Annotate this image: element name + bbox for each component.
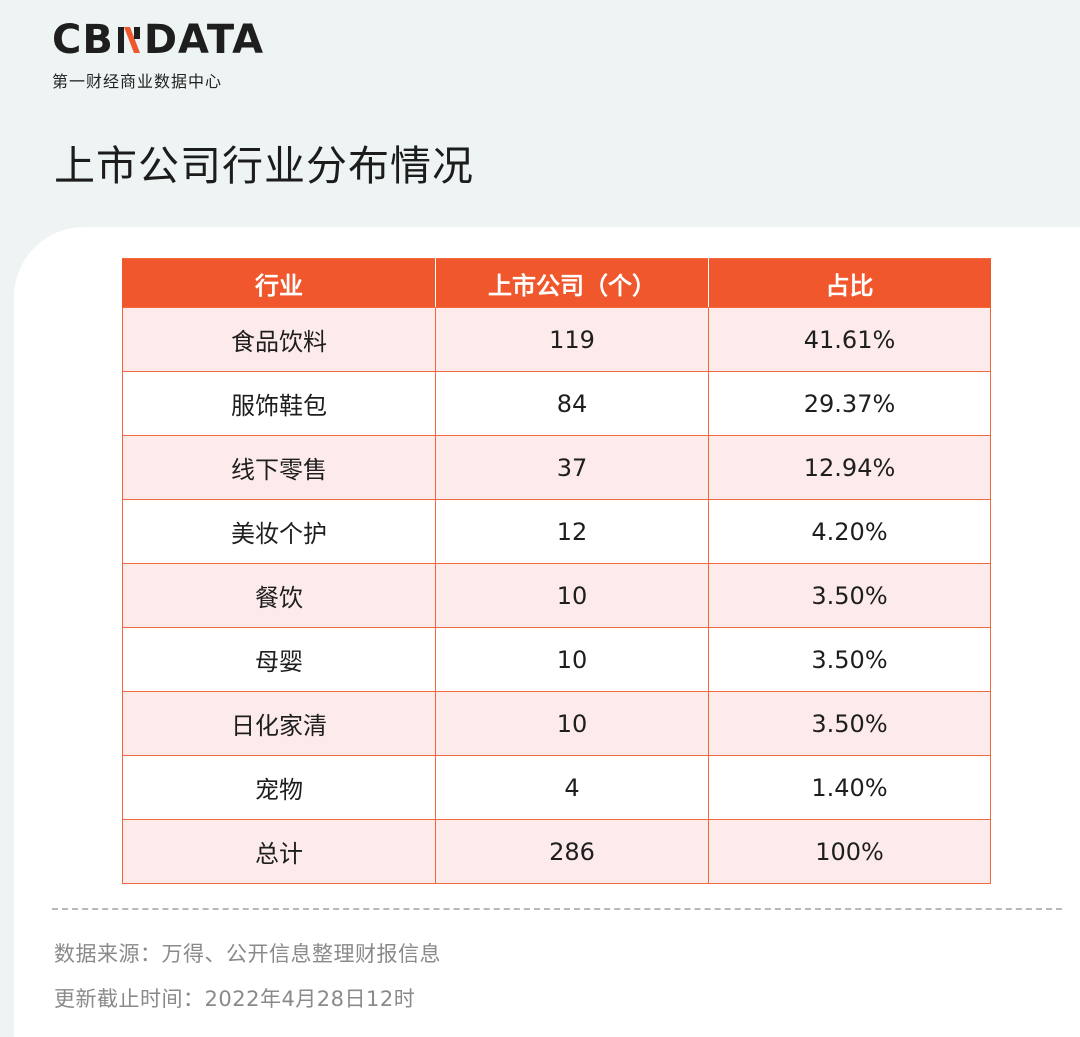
update-time-note: 更新截止时间：2022年4月28日12时 (54, 987, 416, 1011)
brand-subtitle: 第一财经商业数据中心 (52, 72, 223, 91)
cell-share: 1.40% (708, 755, 991, 820)
brand-name-left: CB (52, 17, 114, 63)
cell-share: 12.94% (708, 435, 991, 500)
cell-count: 84 (435, 371, 710, 436)
brand-mark-icon (117, 27, 140, 53)
table-total-row: 总计 286 100% (121, 819, 991, 884)
cell-count: 119 (435, 307, 710, 372)
cell-count: 286 (435, 819, 710, 884)
cell-count: 10 (435, 563, 710, 628)
cell-share: 3.50% (708, 627, 991, 692)
table-row: 日化家清 10 3.50% (121, 691, 991, 756)
table-row: 母婴 10 3.50% (121, 627, 991, 692)
cell-count: 10 (435, 691, 710, 756)
data-source-note: 数据来源：万得、公开信息整理财报信息 (54, 942, 441, 966)
cell-industry: 宠物 (121, 755, 437, 820)
cell-share: 29.37% (708, 371, 991, 436)
cell-industry: 美妆个护 (121, 499, 437, 564)
cell-industry: 食品饮料 (121, 307, 437, 372)
cell-industry: 线下零售 (121, 435, 437, 500)
page-title: 上市公司行业分布情况 (54, 142, 474, 190)
industry-table: 行业 上市公司（个） 占比 食品饮料 119 41.61% 服饰鞋包 84 29… (121, 258, 991, 884)
table-row: 美妆个护 12 4.20% (121, 499, 991, 564)
brand-wordmark: CB DATA (52, 18, 264, 62)
cell-industry: 总计 (121, 819, 437, 884)
table-row: 食品饮料 119 41.61% (121, 307, 991, 372)
cell-industry: 餐饮 (121, 563, 437, 628)
table-row: 服饰鞋包 84 29.37% (121, 371, 991, 436)
cell-industry: 日化家清 (121, 691, 437, 756)
cell-count: 12 (435, 499, 710, 564)
brand-logo: CB DATA 第一财经商业数据中心 (52, 18, 264, 92)
cell-industry: 母婴 (121, 627, 437, 692)
cell-count: 4 (435, 755, 710, 820)
cell-share: 3.50% (708, 691, 991, 756)
cell-share: 41.61% (708, 307, 991, 372)
footer-divider (52, 908, 1062, 910)
table-header-row: 行业 上市公司（个） 占比 (121, 258, 991, 308)
cell-count: 10 (435, 627, 710, 692)
brand-name-right: DATA (143, 17, 265, 63)
cell-share: 3.50% (708, 563, 991, 628)
header-count: 上市公司（个） (435, 258, 710, 308)
table-row: 线下零售 37 12.94% (121, 435, 991, 500)
table-row: 宠物 4 1.40% (121, 755, 991, 820)
header-share: 占比 (708, 258, 991, 308)
header-industry: 行业 (121, 258, 437, 308)
cell-count: 37 (435, 435, 710, 500)
cell-share: 100% (708, 819, 991, 884)
cell-industry: 服饰鞋包 (121, 371, 437, 436)
cell-share: 4.20% (708, 499, 991, 564)
table-row: 餐饮 10 3.50% (121, 563, 991, 628)
